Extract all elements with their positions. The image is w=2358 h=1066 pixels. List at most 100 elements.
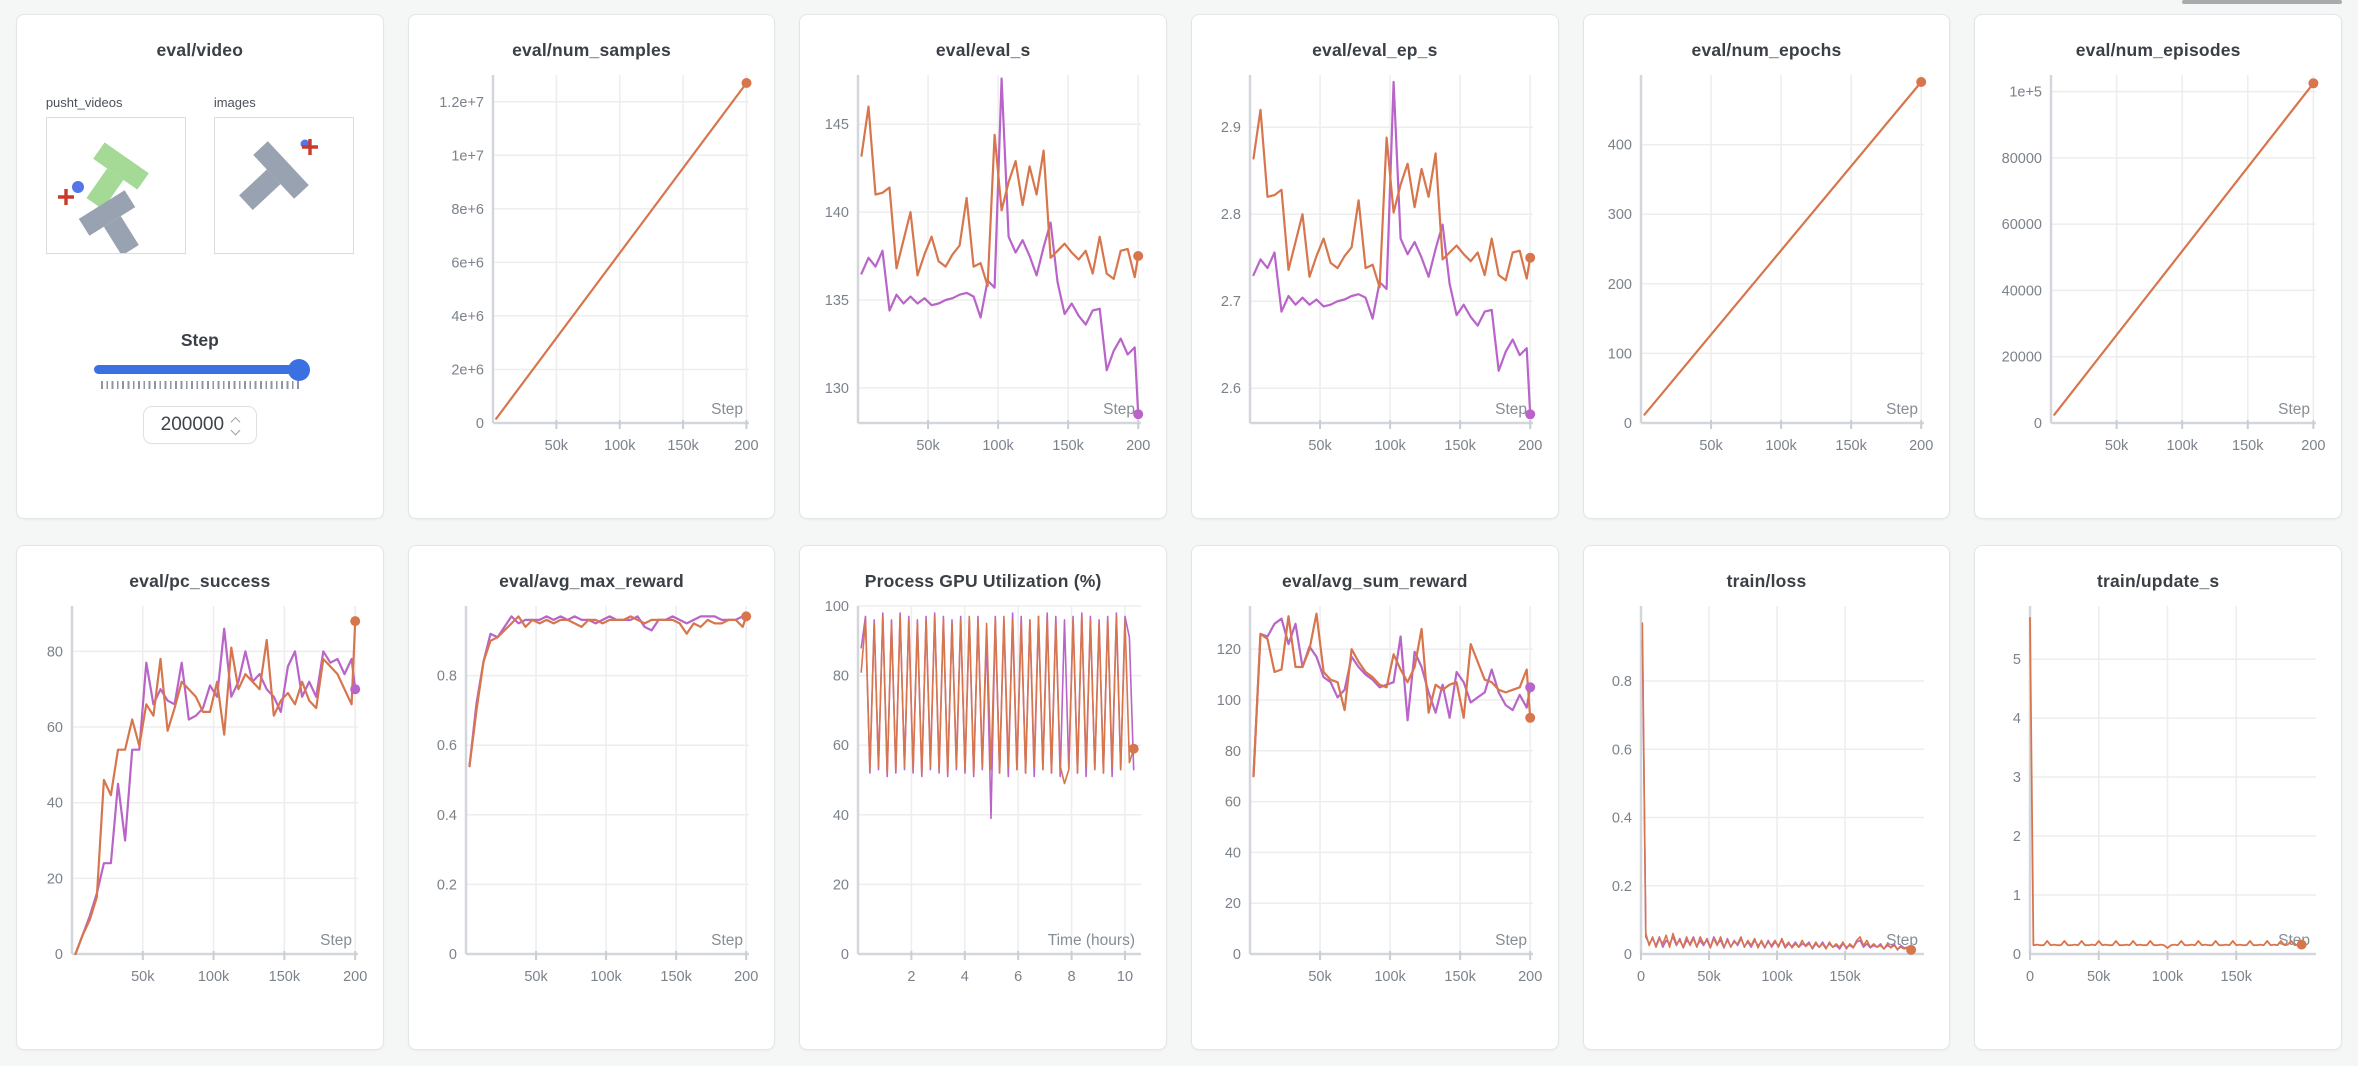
step-slider[interactable] [93,358,310,381]
media-panel[interactable]: eval/video pusht_videos [16,14,384,519]
svg-text:60000: 60000 [2002,217,2042,233]
media-panel-title: eval/video [156,40,244,60]
svg-text:0.8: 0.8 [437,669,457,685]
stepper-arrows-icon[interactable] [230,416,241,435]
svg-text:145: 145 [825,117,849,133]
svg-text:0.6: 0.6 [1612,742,1632,758]
chart-canvas[interactable]: 50k 100k 150k 200 130 135 140 145 Step [811,65,1155,467]
svg-text:4e+6: 4e+6 [452,309,485,325]
svg-text:300: 300 [1608,207,1632,223]
chart-canvas[interactable]: 50k 100k 150k 200 0 20 40 60 80 Step [28,596,372,998]
svg-text:Step: Step [2278,401,2310,418]
chart-panel[interactable]: eval/num_episodes 50k 100k 150k 200 0 20000 40… [1974,14,2342,519]
svg-text:2: 2 [908,969,916,985]
svg-text:100k: 100k [198,969,230,985]
svg-text:Step: Step [1495,401,1527,418]
media-thumb-label: pusht_videos [45,95,123,110]
svg-text:2.9: 2.9 [1221,120,1241,136]
step-value-input[interactable]: 200000 [142,406,257,444]
svg-text:100k: 100k [1762,969,1794,985]
svg-text:150k: 150k [2221,969,2253,985]
pusht-video-frame[interactable] [45,117,186,256]
svg-text:100k: 100k [983,438,1015,454]
svg-text:2.6: 2.6 [1221,381,1241,397]
chart-title: eval/num_epochs [1691,40,1842,60]
svg-text:200: 200 [735,438,759,454]
svg-text:150k: 150k [268,969,300,985]
svg-text:Step: Step [1887,401,1919,418]
chart-canvas[interactable]: 50k 100k 150k 200 0 0.2 0.4 0.6 0.8 Step [419,596,763,998]
pusht-scene-icon [57,142,149,256]
svg-text:100k: 100k [591,969,623,985]
svg-text:4: 4 [2013,711,2021,727]
chart-panel[interactable]: eval/avg_max_reward 50k 100k 150k 200 0 0.2 0.… [407,545,776,1050]
svg-text:0.4: 0.4 [437,808,457,824]
step-slider-ticks [100,381,299,389]
svg-text:100k: 100k [2167,438,2199,454]
svg-text:1: 1 [2013,888,2021,904]
images-frame[interactable] [213,117,354,254]
svg-text:4: 4 [961,969,969,985]
chart-canvas[interactable]: 50k 100k 150k 200 0 20 40 60 80 100 120 Step [1203,596,1547,998]
svg-text:2e+6: 2e+6 [452,362,485,378]
svg-text:200: 200 [1518,969,1542,985]
svg-text:8: 8 [1068,969,1076,985]
svg-text:40: 40 [833,808,849,824]
svg-text:50k: 50k [131,969,155,985]
svg-text:0: 0 [1233,947,1241,963]
svg-text:0.2: 0.2 [1612,879,1632,895]
svg-text:100k: 100k [2152,969,2184,985]
svg-text:40000: 40000 [2002,283,2042,299]
svg-text:130: 130 [825,381,849,397]
media-thumb-pusht-videos[interactable]: pusht_videos [45,95,186,256]
svg-text:0.8: 0.8 [1612,674,1632,690]
step-slider-knob[interactable] [287,358,310,381]
media-thumb-images[interactable]: images [213,95,354,254]
svg-text:150k: 150k [1830,969,1862,985]
chart-title: eval/avg_max_reward [499,571,684,591]
svg-text:200: 200 [343,969,367,985]
svg-text:200: 200 [1910,438,1934,454]
svg-text:10: 10 [1117,969,1133,985]
chart-panel[interactable]: train/update_s 0 50k 100k 150k 0 1 2 3 4 5 Step [1974,545,2342,1050]
svg-text:80000: 80000 [2002,151,2042,167]
svg-text:50k: 50k [2105,438,2129,454]
svg-text:100k: 100k [604,438,636,454]
chart-panel[interactable]: eval/num_samples 50k 100k 150k 200 0 2e+6 4e+6… [407,14,776,519]
chart-panel[interactable]: train/loss 0 50k 100k 150k 0 0.2 0.4 0.6 0.8 Step [1582,545,1951,1050]
chart-panel[interactable]: Process GPU Utilization (%) 2 4 6 8 10 0 20 40 6… [799,545,1167,1050]
svg-text:0.6: 0.6 [437,738,457,754]
chart-panel[interactable]: eval/eval_ep_s 50k 100k 150k 200 2.6 2.7 2.8 2.… [1190,14,1559,519]
chart-panel[interactable]: eval/avg_sum_reward 50k 100k 150k 200 0 20 40 6… [1190,545,1559,1050]
scrollbar-fragment[interactable] [2182,0,2342,4]
chart-canvas[interactable]: 50k 100k 150k 200 2.6 2.7 2.8 2.9 Step [1203,65,1547,467]
svg-text:50k: 50k [1308,438,1332,454]
svg-text:0: 0 [2026,969,2034,985]
svg-text:100: 100 [1217,693,1241,709]
chart-panel[interactable]: eval/pc_success 50k 100k 150k 200 0 20 40 60 80 S… [16,545,384,1050]
svg-text:0: 0 [476,416,484,432]
svg-text:40: 40 [47,796,63,812]
svg-text:8e+6: 8e+6 [452,202,485,218]
svg-text:100: 100 [1608,346,1632,362]
chart-canvas[interactable]: 50k 100k 150k 200 0 100 200 300 400 Step [1594,65,1938,467]
svg-text:60: 60 [833,738,849,754]
chart-canvas[interactable]: 50k 100k 150k 200 0 20000 40000 60000 80000 1e+5 S… [1986,65,2330,467]
svg-text:50k: 50k [1698,969,1722,985]
chart-panel[interactable]: eval/eval_s 50k 100k 150k 200 130 135 140 145 St… [799,14,1167,519]
svg-text:200: 200 [735,969,759,985]
svg-text:80: 80 [47,644,63,660]
chart-panel[interactable]: eval/num_epochs 50k 100k 150k 200 0 100 200 300… [1582,14,1951,519]
svg-text:Step: Step [712,401,744,418]
svg-text:20: 20 [1225,896,1241,912]
chart-title: eval/eval_s [935,40,1031,60]
svg-text:20: 20 [833,877,849,893]
chart-canvas[interactable]: 50k 100k 150k 200 0 2e+6 4e+6 6e+6 8e+6 1e+7 1.2e+… [419,65,763,467]
chart-title: eval/avg_sum_reward [1281,571,1468,591]
svg-text:60: 60 [1225,795,1241,811]
